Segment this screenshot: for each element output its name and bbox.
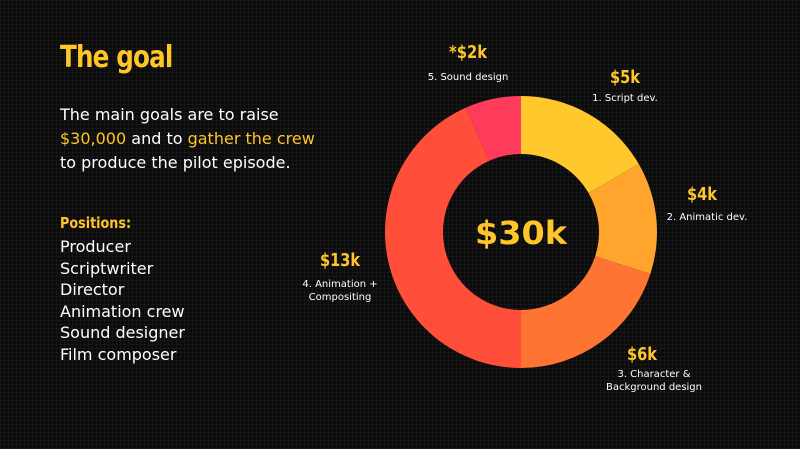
category-label-animation-compositing: Compositing	[309, 292, 372, 303]
position-item: Film composer	[60, 344, 177, 364]
category-label-sound-design: 5. Sound design	[428, 72, 509, 83]
intro-paragraph: The main goals are to raise $30,000 and t…	[60, 103, 390, 175]
positions-heading: Positions:	[60, 214, 132, 232]
intro-text-2: and to	[126, 129, 188, 148]
positions-list: Producer Scriptwriter Director Animation cr…	[60, 236, 185, 365]
position-item: Animation crew	[60, 301, 185, 321]
category-label-animatic-dev: 2. Animatic dev.	[667, 212, 748, 223]
total-label: $30k	[475, 214, 568, 252]
slice-sound-design	[465, 96, 521, 161]
value-label-animatic-dev: $4k	[687, 184, 718, 205]
slice-script-dev	[521, 96, 639, 193]
category-label-character-background-design: Background design	[606, 382, 702, 393]
category-label-animation-compositing: 4. Animation +	[302, 279, 377, 290]
goal-amount: $30,000	[60, 129, 127, 148]
value-label-script-dev: $5k	[610, 67, 641, 88]
intro-text-3: to produce the pilot episode.	[60, 153, 291, 172]
value-label-character-background-design: $6k	[627, 344, 658, 365]
position-item: Scriptwriter	[60, 258, 154, 278]
slice-animatic-dev	[588, 164, 657, 275]
value-label-animation-compositing: $13k	[320, 250, 361, 271]
position-item: Sound designer	[60, 323, 185, 342]
position-item: Producer	[60, 237, 131, 256]
slide-title: The goal	[60, 40, 173, 75]
category-label-character-background-design: 3. Character &	[617, 369, 690, 380]
position-item: Director	[60, 280, 125, 299]
crew-highlight: gather the crew	[187, 129, 315, 148]
slice-animation-compositing	[385, 107, 521, 369]
slice-character-background-design	[521, 256, 651, 368]
category-label-script-dev: 1. Script dev.	[592, 93, 658, 104]
intro-text-1: The main goals are to raise	[60, 105, 279, 124]
value-label-sound-design: *$2k	[449, 42, 488, 63]
